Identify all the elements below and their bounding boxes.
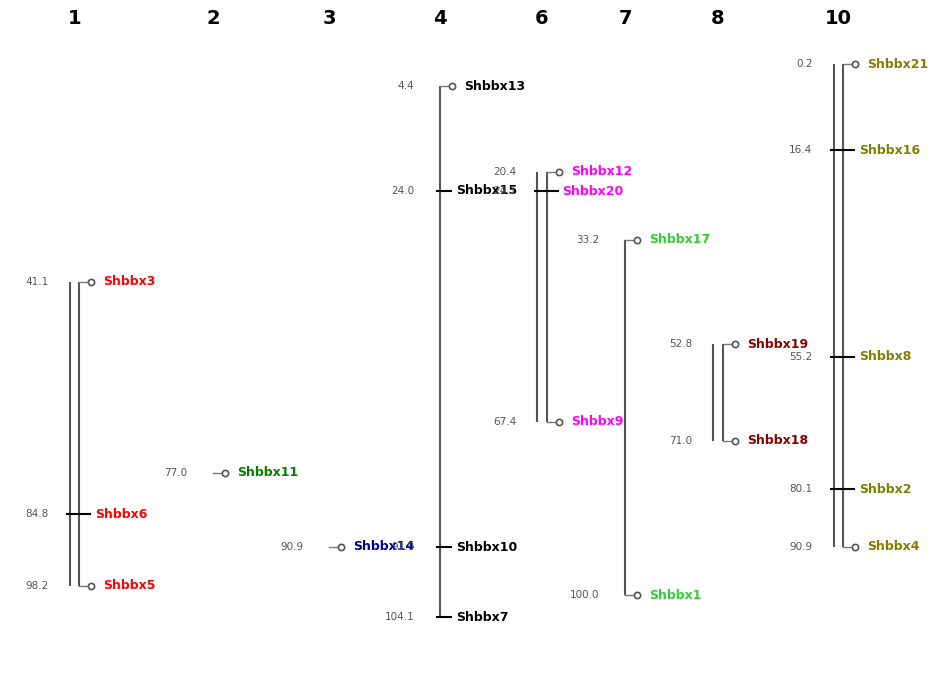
Text: Shbbx16: Shbbx16: [858, 144, 919, 157]
Text: 67.4: 67.4: [492, 417, 515, 427]
Text: 10: 10: [824, 10, 851, 29]
Text: Shbbx13: Shbbx13: [464, 80, 525, 93]
Text: Shbbx21: Shbbx21: [866, 57, 927, 71]
Text: 16.4: 16.4: [788, 145, 812, 155]
Text: Shbbx10: Shbbx10: [455, 541, 516, 554]
Text: Shbbx15: Shbbx15: [455, 184, 516, 197]
Text: Shbbx5: Shbbx5: [103, 579, 156, 592]
Text: 24.1: 24.1: [492, 186, 515, 196]
Text: Shbbx2: Shbbx2: [858, 483, 910, 496]
Text: Shbbx4: Shbbx4: [866, 540, 919, 553]
Text: Shbbx12: Shbbx12: [570, 165, 632, 178]
Text: 8: 8: [710, 10, 724, 29]
Text: 100.0: 100.0: [569, 591, 598, 600]
Text: 84.8: 84.8: [25, 509, 48, 520]
Text: Shbbx1: Shbbx1: [649, 589, 701, 602]
Text: 77.0: 77.0: [164, 468, 187, 478]
Text: 6: 6: [534, 10, 548, 29]
Text: 55.2: 55.2: [788, 352, 812, 362]
Text: Shbbx18: Shbbx18: [746, 434, 807, 447]
Text: 104.1: 104.1: [384, 612, 413, 622]
Text: 91.0: 91.0: [391, 542, 413, 552]
Text: 4: 4: [432, 10, 447, 29]
Text: 2: 2: [206, 10, 220, 29]
Text: 7: 7: [618, 10, 632, 29]
Text: Shbbx8: Shbbx8: [858, 351, 910, 364]
Text: Shbbx6: Shbbx6: [94, 508, 147, 521]
Text: 80.1: 80.1: [788, 484, 812, 494]
Text: Shbbx11: Shbbx11: [237, 466, 298, 479]
Text: Shbbx3: Shbbx3: [103, 276, 155, 288]
Text: 1: 1: [67, 10, 81, 29]
Text: 0.2: 0.2: [795, 59, 812, 69]
Text: 33.2: 33.2: [576, 235, 598, 245]
Text: Shbbx14: Shbbx14: [353, 540, 413, 553]
Text: Shbbx20: Shbbx20: [562, 185, 623, 198]
Text: 24.0: 24.0: [391, 186, 413, 196]
Text: 41.1: 41.1: [25, 277, 48, 287]
Text: Shbbx9: Shbbx9: [570, 415, 622, 428]
Text: 4.4: 4.4: [397, 81, 413, 91]
Text: 90.9: 90.9: [279, 542, 303, 552]
Text: Shbbx7: Shbbx7: [455, 610, 508, 623]
Text: 90.9: 90.9: [788, 542, 812, 552]
Text: Shbbx17: Shbbx17: [649, 233, 710, 246]
Text: 98.2: 98.2: [25, 581, 48, 591]
Text: Shbbx19: Shbbx19: [746, 338, 807, 351]
Text: 71.0: 71.0: [668, 436, 691, 446]
Text: 3: 3: [322, 10, 335, 29]
Text: 52.8: 52.8: [668, 339, 691, 349]
Text: 20.4: 20.4: [493, 166, 515, 177]
